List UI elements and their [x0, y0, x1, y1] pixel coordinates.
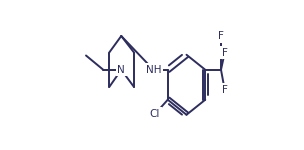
Text: NH: NH — [146, 65, 161, 75]
Text: F: F — [218, 31, 224, 41]
Text: N: N — [117, 65, 125, 75]
Text: F: F — [222, 85, 228, 95]
Text: Cl: Cl — [150, 109, 160, 119]
Text: F: F — [222, 48, 228, 57]
